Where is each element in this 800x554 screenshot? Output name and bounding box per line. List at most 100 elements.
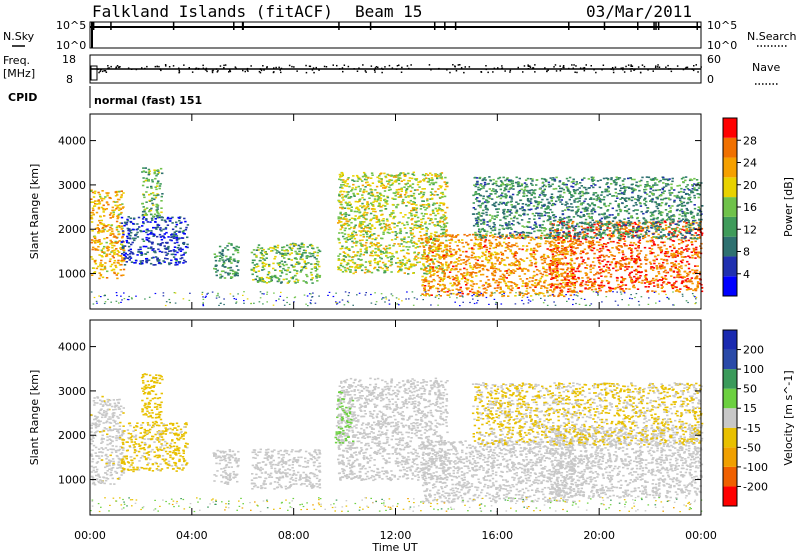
- echo-cell: [624, 259, 627, 261]
- echo-cell: [478, 243, 481, 245]
- echo-cell: [371, 238, 374, 240]
- echo-cell: [96, 241, 100, 243]
- echo-cell: [371, 194, 374, 197]
- nave-dot: [224, 64, 227, 66]
- echo-cell: [556, 229, 560, 232]
- echo-cell: [136, 236, 140, 238]
- echo-cell: [672, 252, 676, 255]
- echo-cell: [227, 267, 230, 269]
- echo-cell: [226, 249, 230, 251]
- echo-cell: [643, 246, 647, 249]
- echo-cell: [91, 258, 94, 260]
- echo-cell: [118, 209, 121, 211]
- echo-cell: [644, 270, 648, 273]
- echo-cell: [452, 254, 455, 256]
- echo-cell: [609, 251, 612, 253]
- echo-cell: [593, 257, 596, 259]
- echo-cell: [102, 223, 105, 225]
- echo-cell: [575, 240, 579, 242]
- echo-cell: [456, 293, 460, 295]
- nave-dot: [630, 64, 632, 66]
- echo-cell: [427, 282, 430, 285]
- echo-cell: [563, 262, 566, 265]
- echo-cell: [555, 265, 559, 268]
- echo-cell: [415, 179, 418, 181]
- echo-cell: [174, 253, 177, 256]
- nave-dot: [527, 64, 529, 66]
- echo-cell: [565, 278, 569, 281]
- nsearch-tick-top: 10^5: [707, 19, 737, 32]
- echo-cell: [651, 239, 654, 242]
- echo-cell: [290, 252, 293, 254]
- echo-cell: [232, 270, 235, 273]
- echo-cell: [429, 250, 432, 252]
- echo-cell: [150, 187, 153, 189]
- echo-cell: [94, 247, 97, 250]
- echo-cell: [663, 252, 667, 255]
- echo-cell: [663, 258, 666, 261]
- nave-dot: [108, 67, 110, 69]
- echo-cell: [557, 262, 561, 264]
- nave-dot: [595, 71, 597, 74]
- echo-cell: [683, 256, 686, 258]
- echo-cell: [359, 231, 363, 233]
- echo-cell: [621, 257, 624, 260]
- echo-cell: [344, 227, 347, 230]
- echo-cell: [475, 275, 478, 277]
- echo-cell: [687, 248, 691, 250]
- echo-cell: [270, 280, 273, 282]
- echo-cell: [92, 267, 95, 269]
- echo-cell: [348, 201, 351, 204]
- echo-cell: [634, 258, 638, 260]
- echo-cell: [167, 247, 170, 249]
- echo-cell: [686, 260, 689, 263]
- echo-cell: [115, 248, 118, 250]
- echo-cell: [615, 269, 618, 272]
- echo-cell: [359, 178, 362, 181]
- echo-cell: [254, 271, 258, 273]
- echo-cell: [306, 275, 309, 278]
- echo-cell: [489, 235, 492, 237]
- echo-cell: [553, 241, 556, 244]
- echo-cell: [395, 250, 398, 253]
- echo-cell: [587, 258, 590, 260]
- echo-cell: [582, 230, 585, 233]
- nave-dot: [658, 66, 661, 68]
- echo-cell: [494, 257, 497, 259]
- echo-cell: [434, 231, 437, 233]
- echo-cell: [173, 235, 176, 238]
- echo-cell: [428, 294, 431, 296]
- echo-cell: [145, 231, 148, 234]
- echo-cell: [346, 267, 349, 270]
- echo-cell: [346, 222, 349, 225]
- echo-cell: [670, 254, 673, 257]
- echo-cell: [559, 251, 562, 253]
- nave-dot: [315, 66, 317, 69]
- echo-cell: [402, 198, 405, 201]
- echo-cell: [380, 206, 383, 208]
- echo-cell: [384, 227, 388, 229]
- echo-cell: [529, 286, 532, 289]
- echo-cell: [415, 204, 418, 206]
- echo-cell: [425, 244, 428, 246]
- echo-cell: [555, 275, 558, 278]
- echo-cell: [411, 232, 414, 235]
- echo-cell: [439, 266, 442, 268]
- echo-cell: [609, 227, 612, 229]
- echo-cell: [426, 242, 429, 244]
- echo-cell: [398, 269, 401, 272]
- echo-cell: [612, 258, 615, 261]
- echo-cell: [175, 235, 179, 237]
- echo-cell: [438, 280, 442, 283]
- echo-cell: [589, 278, 592, 280]
- echo-cell: [498, 278, 501, 280]
- echo-cell: [295, 258, 298, 260]
- nave-dot: [280, 67, 283, 70]
- echo-cell: [385, 245, 388, 248]
- echo-cell: [512, 262, 516, 265]
- echo-cell: [679, 276, 682, 278]
- echo-cell: [516, 245, 519, 248]
- echo-cell: [668, 230, 671, 233]
- echo-cell: [670, 252, 673, 255]
- echo-cell: [93, 236, 97, 238]
